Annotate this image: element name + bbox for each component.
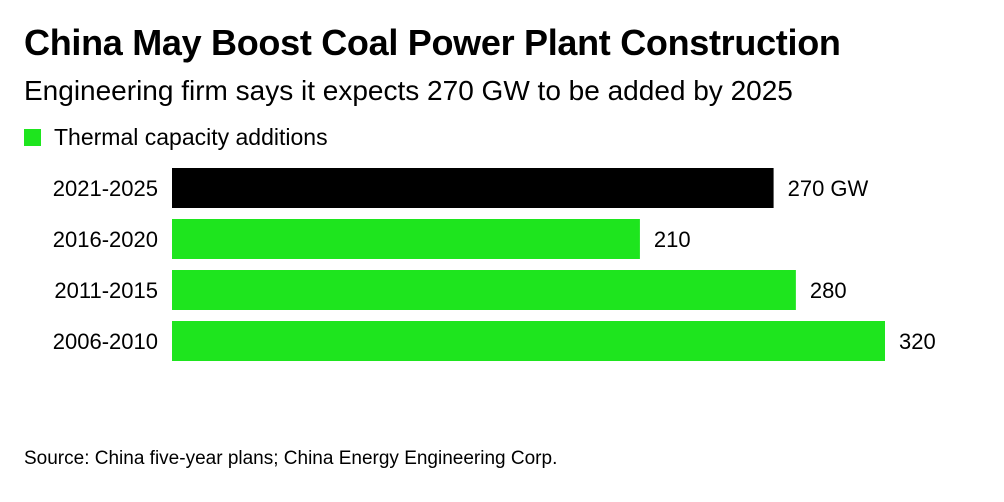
category-label-2021-2025: 2021-2025 bbox=[53, 176, 158, 201]
bar-2006-2010 bbox=[172, 321, 885, 361]
value-label-2006-2010: 320 bbox=[899, 329, 936, 354]
bar-2016-2020 bbox=[172, 219, 640, 259]
category-label-2016-2020: 2016-2020 bbox=[53, 227, 158, 252]
value-label-2016-2020: 210 bbox=[654, 227, 691, 252]
chart-source: Source: China five-year plans; China Ene… bbox=[24, 448, 558, 469]
value-label-2011-2015: 280 bbox=[810, 278, 847, 303]
chart-legend: Thermal capacity additions bbox=[24, 122, 328, 152]
bar-2021-2025 bbox=[172, 168, 774, 208]
category-label-2006-2010: 2006-2010 bbox=[53, 329, 158, 354]
chart-title: China May Boost Coal Power Plant Constru… bbox=[24, 22, 841, 63]
legend-swatch bbox=[24, 128, 41, 146]
category-label-2011-2015: 2011-2015 bbox=[54, 278, 158, 303]
value-label-2021-2025: 270 GW bbox=[788, 176, 869, 201]
bar-2011-2015 bbox=[172, 270, 796, 310]
legend-label: Thermal capacity additions bbox=[54, 123, 328, 150]
chart-subtitle: Engineering firm says it expects 270 GW … bbox=[24, 75, 793, 106]
